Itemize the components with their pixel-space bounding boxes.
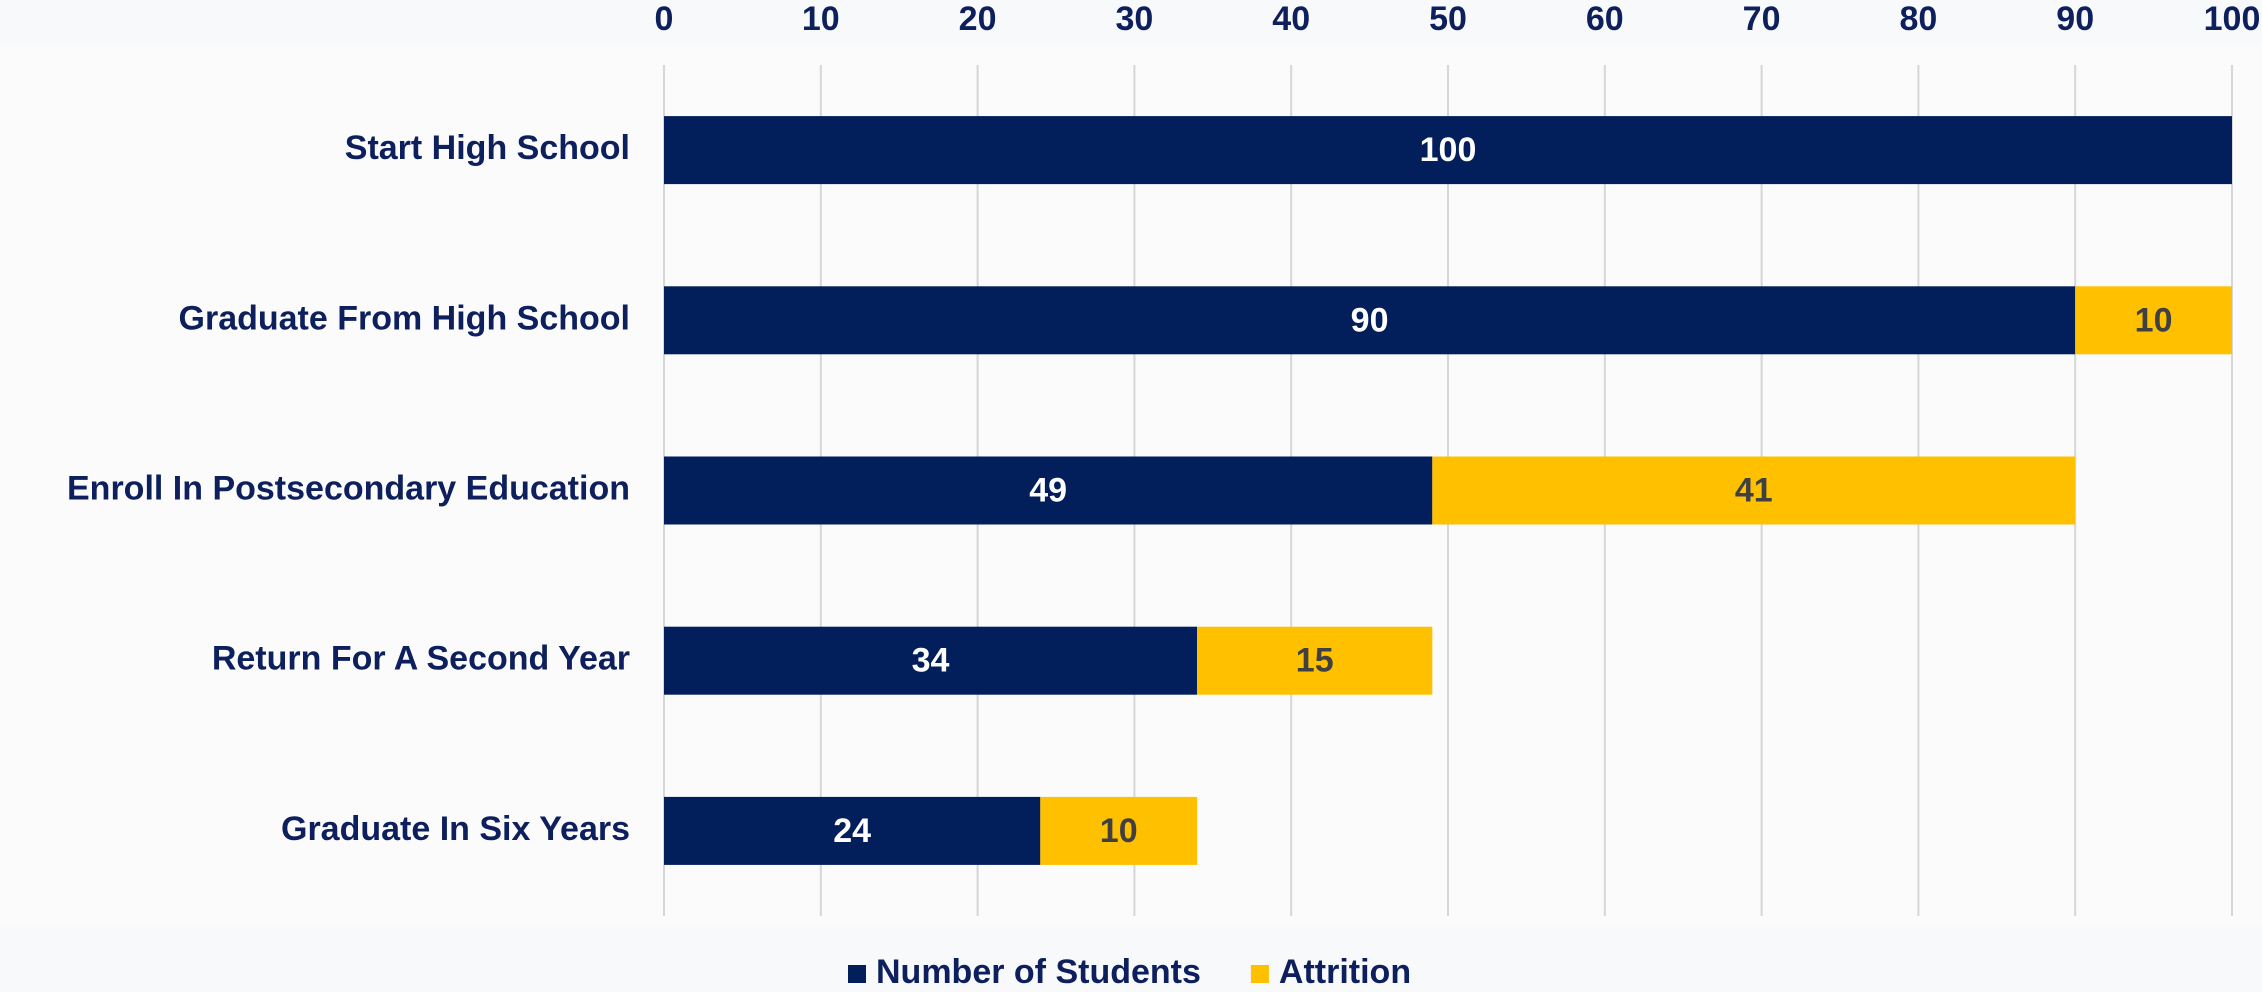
x-tick-label: 100 [2204,0,2261,38]
bar [2075,286,2232,355]
y-tick-label: Start High School [345,129,630,167]
data-label: 34 [912,642,950,680]
x-tick-label: 10 [802,0,840,38]
data-label: 41 [1735,471,1773,509]
legend-swatch [848,965,866,983]
x-tick-label: 30 [1115,0,1153,38]
legend-label: Attrition [1279,953,1411,991]
x-tick-label: 80 [1899,0,1937,38]
bar [664,116,2232,185]
y-tick-label: Enroll In Postsecondary Education [67,469,630,507]
data-label: 15 [1296,642,1334,680]
x-tick-label: 70 [1743,0,1781,38]
y-tick-label: Graduate In Six Years [281,810,630,848]
bar [1432,456,2076,525]
bar [664,456,1433,525]
x-tick-label: 60 [1586,0,1624,38]
bar [1197,626,1433,695]
bar [664,626,1198,695]
x-tick-label: 0 [655,0,674,38]
y-tick-label: Graduate From High School [179,299,630,337]
legend-swatch [1250,965,1269,983]
x-tick-label: 40 [1272,0,1310,38]
x-tick-label: 50 [1429,0,1467,38]
data-label: 90 [1351,301,1389,339]
x-tick-label: 20 [959,0,997,38]
data-label: 24 [833,812,871,850]
data-label: 10 [1100,812,1138,850]
bar [664,286,2076,355]
x-tick-label: 90 [2056,0,2094,38]
y-tick-label: Return For A Second Year [212,640,630,678]
data-label: 10 [2135,301,2173,339]
bar [664,796,1041,865]
data-label: 49 [1029,471,1067,509]
legend-label: Number of Students [876,953,1201,991]
bar [1040,796,1198,865]
data-label: 100 [1420,131,1477,169]
